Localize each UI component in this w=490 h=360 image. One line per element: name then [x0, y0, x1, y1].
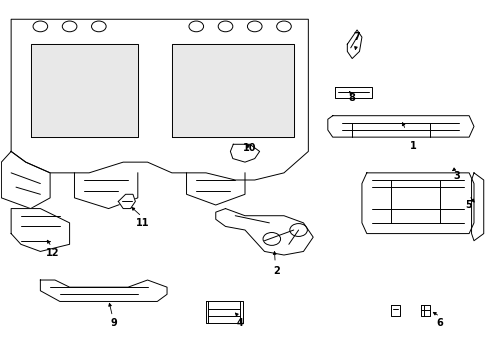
Text: 11: 11: [136, 218, 149, 228]
Polygon shape: [391, 305, 400, 316]
Text: 10: 10: [243, 143, 257, 153]
Polygon shape: [335, 87, 372, 98]
Text: 6: 6: [437, 318, 443, 328]
Polygon shape: [471, 173, 484, 241]
Polygon shape: [206, 301, 243, 323]
Text: 8: 8: [349, 93, 356, 103]
Polygon shape: [421, 305, 430, 316]
Polygon shape: [74, 173, 138, 208]
Polygon shape: [172, 44, 294, 137]
Polygon shape: [118, 194, 135, 208]
Polygon shape: [362, 173, 474, 234]
Text: 2: 2: [273, 266, 280, 276]
Text: 4: 4: [237, 318, 244, 328]
Text: 7: 7: [354, 32, 361, 42]
Polygon shape: [1, 152, 50, 208]
Text: 3: 3: [454, 171, 460, 181]
Text: 9: 9: [110, 318, 117, 328]
Polygon shape: [230, 144, 260, 162]
Text: 5: 5: [466, 200, 472, 210]
Text: 1: 1: [410, 141, 416, 151]
Polygon shape: [40, 280, 167, 301]
Polygon shape: [11, 208, 70, 251]
Polygon shape: [216, 208, 313, 255]
Text: 12: 12: [46, 248, 59, 258]
Polygon shape: [30, 44, 138, 137]
Polygon shape: [328, 116, 474, 137]
Polygon shape: [11, 19, 308, 180]
Polygon shape: [347, 30, 362, 59]
Polygon shape: [187, 173, 245, 205]
